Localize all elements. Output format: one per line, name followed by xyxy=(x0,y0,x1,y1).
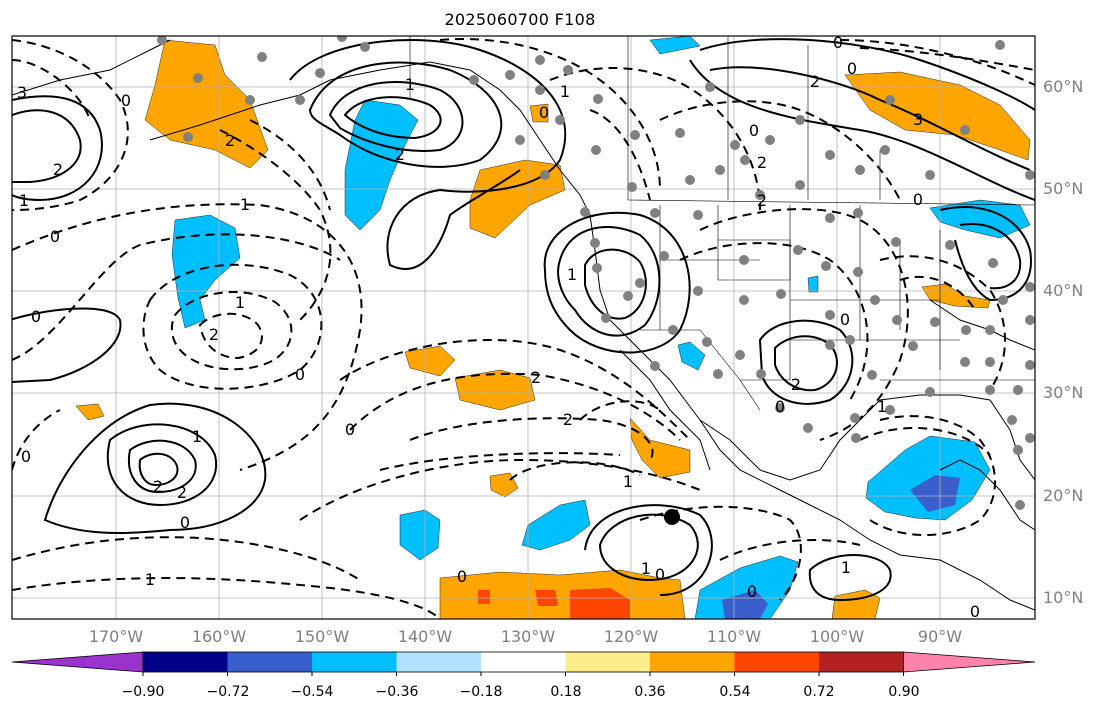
contour-label: 2 xyxy=(177,483,187,502)
contour-label: 0 xyxy=(775,397,785,416)
lat-label: 50°N xyxy=(1043,179,1084,198)
map-title: 2025060700 F108 xyxy=(444,10,596,29)
contour-label: 1 xyxy=(19,191,29,210)
colorbar-extend-max xyxy=(903,651,1036,673)
colorbar-tick-label: 0.36 xyxy=(634,684,666,700)
contour-labels: 0 2 3 2 2 1 1 0 0 1 2 0 0 2 2 1 1 2 2 0 … xyxy=(17,33,980,621)
colorbar-extend-min xyxy=(11,651,144,673)
contour-label: 0 xyxy=(21,447,31,466)
contour-label: 2 xyxy=(225,131,235,150)
contour-label: 3 xyxy=(17,83,27,102)
contour-label: 0 xyxy=(840,310,850,329)
contour-label: 0 xyxy=(31,307,41,326)
contour-label: 0 xyxy=(833,33,843,52)
colorbar-tick-label: −0.36 xyxy=(375,684,419,700)
lat-label: 20°N xyxy=(1043,486,1084,505)
lon-label: 90°W xyxy=(917,627,963,646)
storm-marker xyxy=(664,509,680,525)
contour-label: 1 xyxy=(240,195,250,214)
colorbar-segment xyxy=(312,652,397,672)
colorbar-tick-label: −0.18 xyxy=(459,684,503,700)
lon-label: 150°W xyxy=(294,627,350,646)
colorbar-frame xyxy=(142,651,904,673)
contour-label: 0 xyxy=(747,582,757,601)
colorbar-segment xyxy=(819,652,904,672)
contour-label: 1 xyxy=(841,558,851,577)
colorbar-segment xyxy=(650,652,735,672)
contour-label: 2 xyxy=(757,153,767,172)
colorbar-segment xyxy=(143,652,228,672)
colorbar-tick-label: −0.90 xyxy=(121,684,165,700)
contour-label: 0 xyxy=(295,365,305,384)
contour-label: 1 xyxy=(235,293,245,312)
colorbar-segment xyxy=(481,652,566,672)
contour-label: 3 xyxy=(913,110,923,129)
colorbar-tick-label: 0.72 xyxy=(803,684,835,700)
contour-label: 1 xyxy=(192,427,202,446)
lon-label: 120°W xyxy=(603,627,659,646)
contour-label: 0 xyxy=(50,227,60,246)
contour-label: 0 xyxy=(345,420,355,439)
contour-label: 0 xyxy=(847,59,857,78)
dashed-contours xyxy=(12,38,1035,619)
colorbar-segment xyxy=(227,652,313,672)
contour-label: 1 xyxy=(641,559,651,578)
lon-label: 100°W xyxy=(809,627,865,646)
negative-anomaly-regions xyxy=(171,36,1031,619)
lat-label: 10°N xyxy=(1043,588,1084,607)
contour-label: 2 xyxy=(153,477,163,496)
colorbar-tick-label: −0.54 xyxy=(290,684,334,700)
contour-label: 0 xyxy=(180,513,190,532)
contour-label: 0 xyxy=(121,91,131,110)
map-frame xyxy=(11,35,1036,620)
lon-label: 130°W xyxy=(500,627,556,646)
lon-label: 160°W xyxy=(191,627,247,646)
contour-label: 1 xyxy=(623,472,633,491)
contour-label: 0 xyxy=(539,103,549,122)
lat-label: 60°N xyxy=(1043,77,1084,96)
solid-contours xyxy=(12,38,1035,602)
colorbar-segment xyxy=(565,652,651,672)
contour-label: 2 xyxy=(757,191,767,210)
strong-negative-regions xyxy=(722,475,960,619)
lon-label: 140°W xyxy=(397,627,453,646)
station-dots xyxy=(157,36,1035,510)
lon-label: 170°W xyxy=(88,627,144,646)
contour-label: 0 xyxy=(913,190,923,209)
colorbar xyxy=(11,651,1036,676)
contour-label: 1 xyxy=(567,265,577,284)
colorbar-segment xyxy=(734,652,820,672)
colorbar-tick-label: 0.54 xyxy=(719,684,751,700)
lat-label: 40°N xyxy=(1043,281,1084,300)
contour-label: 2 xyxy=(791,375,801,394)
political-borders xyxy=(409,36,1035,411)
lon-label: 110°W xyxy=(706,627,762,646)
contour-label: 1 xyxy=(145,570,155,589)
strong-positive-regions xyxy=(478,588,630,619)
contour-label: 2 xyxy=(563,410,573,429)
colorbar-tick-label: −0.72 xyxy=(206,684,250,700)
colorbar-tick-label: 0.18 xyxy=(550,684,582,700)
contour-label: 0 xyxy=(457,567,467,586)
contour-label: 2 xyxy=(53,160,63,179)
lat-label: 30°N xyxy=(1043,383,1084,402)
contour-label: 0 xyxy=(655,565,665,584)
contour-label: 0 xyxy=(970,602,980,621)
contour-label: 1 xyxy=(560,82,570,101)
colorbar-segment xyxy=(396,652,482,672)
colorbar-tick-label: 0.90 xyxy=(888,684,920,700)
contour-label: 2 xyxy=(209,325,219,344)
contour-label: 2 xyxy=(531,368,541,387)
contour-label: 2 xyxy=(810,72,820,91)
contour-label: 1 xyxy=(877,397,887,416)
contour-label: 1 xyxy=(405,75,415,94)
contour-label: 2 xyxy=(395,145,405,164)
contour-label: 0 xyxy=(749,121,759,140)
